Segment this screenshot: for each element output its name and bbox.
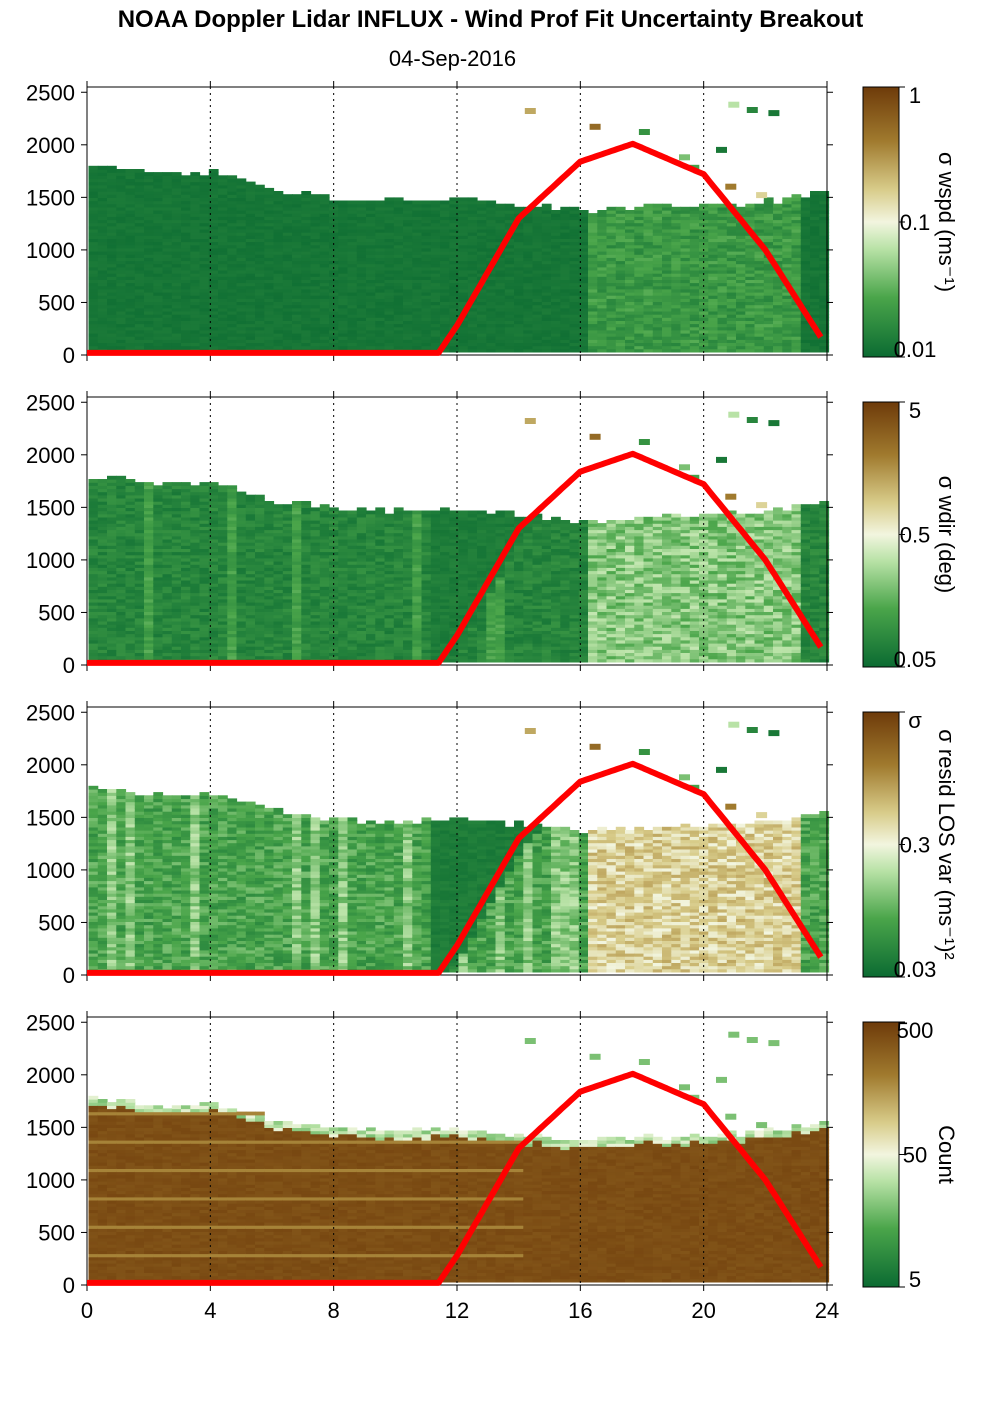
colorbar-tick-label: 0.5 [900, 523, 931, 548]
y-tick-label: 1500 [26, 185, 75, 210]
y-tick-label: 2500 [26, 1010, 75, 1035]
x-tick-label: 12 [445, 1298, 469, 1323]
colorbar-tick-label: σ [908, 708, 922, 733]
y-tick-label: 2000 [26, 133, 75, 158]
y-tick-label: 1500 [26, 495, 75, 520]
colorbar-tick-label: 5 [909, 1267, 921, 1292]
chart-title: NOAA Doppler Lidar INFLUX - Wind Prof Fi… [117, 6, 864, 33]
sun-elevation-line [87, 450, 824, 666]
sun-elevation-line [87, 1070, 824, 1286]
colorbar-fill [862, 401, 900, 668]
colorbar-fill [862, 86, 900, 358]
colorbar-fill [862, 1021, 900, 1288]
colorbar-label: Count [934, 1125, 959, 1184]
panel-1: 0 500 1000 1500 2000 2500 1 0.1 0.01 σ wspd (ms⁻¹… [26, 80, 959, 368]
colorbar: σ 0.3 0.03σ resid LOS var (ms⁻¹)² [862, 708, 959, 982]
panel-4: 0 500 1000 1500 2000 2500 0 4 8 12 16 20 24 500 50 5 Cou… [26, 1010, 959, 1323]
x-tick-label: 8 [328, 1298, 340, 1323]
y-tick-label: 500 [38, 290, 75, 315]
y-tick-label: 0 [63, 653, 75, 678]
x-tick-label: 24 [815, 1298, 839, 1323]
colorbar-tick-label: 0.1 [900, 210, 931, 235]
heatmap-cells [88, 411, 830, 663]
colorbar-tick-label: 0.05 [894, 647, 937, 672]
colorbar-tick-label: 0.01 [894, 337, 937, 362]
panel-2: 0 500 1000 1500 2000 2500 5 0.5 0.05 σ wdir (deg) [26, 390, 959, 678]
y-tick-label: 1500 [26, 1115, 75, 1140]
panel-3: 0 500 1000 1500 2000 2500 σ 0.3 0.03σ resid LOS … [26, 700, 959, 988]
sun-elevation-line [87, 140, 824, 356]
colorbar-label: σ wspd (ms⁻¹) [934, 152, 959, 292]
heatmap-cells [88, 101, 830, 353]
y-tick-label: 2000 [26, 443, 75, 468]
y-tick-label: 1000 [26, 1168, 75, 1193]
y-tick-label: 500 [38, 600, 75, 625]
x-tick-label: 4 [204, 1298, 216, 1323]
sun-elevation-line [87, 760, 824, 976]
y-tick-label: 2000 [26, 1063, 75, 1088]
colorbar: 5 0.5 0.05 σ wdir (deg) [862, 398, 959, 672]
y-tick-label: 0 [63, 963, 75, 988]
heatmap-cells [88, 1031, 830, 1283]
x-tick-label: 16 [568, 1298, 592, 1323]
y-tick-label: 500 [38, 910, 75, 935]
y-tick-label: 2500 [26, 80, 75, 105]
y-tick-label: 1500 [26, 805, 75, 830]
y-tick-label: 2500 [26, 390, 75, 415]
colorbar-tick-label: 50 [903, 1143, 927, 1168]
y-tick-label: 1000 [26, 548, 75, 573]
y-tick-label: 1000 [26, 238, 75, 263]
x-tick-label: 20 [691, 1298, 715, 1323]
y-tick-label: 2500 [26, 700, 75, 725]
y-tick-label: 0 [63, 343, 75, 368]
colorbar-fill [862, 711, 900, 978]
chart-date: 04-Sep-2016 [388, 46, 517, 71]
y-tick-label: 2000 [26, 753, 75, 778]
colorbar-tick-label: 1 [909, 83, 921, 108]
colorbar-tick-label: 0.03 [894, 957, 937, 982]
colorbar: 1 0.1 0.01 σ wspd (ms⁻¹) [862, 83, 959, 362]
colorbar-tick-label: 500 [897, 1018, 934, 1043]
heatmap-cells [88, 721, 830, 973]
colorbar: 500 50 5 Count [862, 1018, 959, 1292]
colorbar-label: σ resid LOS var (ms⁻¹)² [934, 729, 959, 960]
x-tick-label: 0 [81, 1298, 93, 1323]
colorbar-tick-label: 0.3 [900, 833, 931, 858]
y-tick-label: 1000 [26, 858, 75, 883]
y-tick-label: 500 [38, 1220, 75, 1245]
colorbar-label: σ wdir (deg) [934, 476, 959, 594]
y-tick-label: 0 [63, 1273, 75, 1298]
colorbar-tick-label: 5 [909, 398, 921, 423]
